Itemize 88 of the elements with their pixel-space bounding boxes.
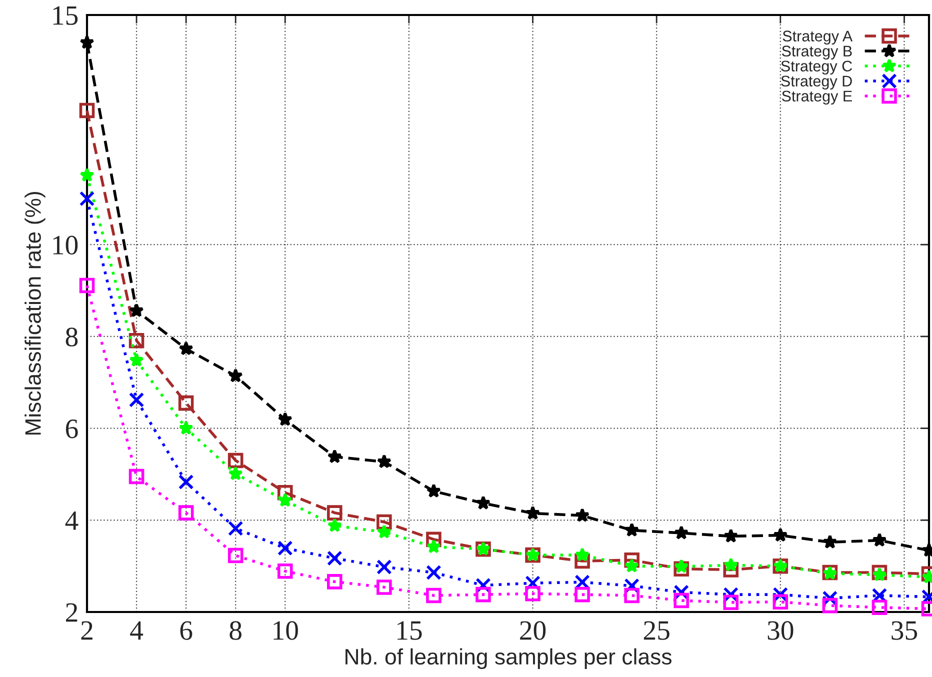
point [129, 352, 144, 367]
point [128, 392, 144, 408]
point [228, 466, 243, 480]
y-tick-label: 15 [53, 6, 78, 25]
point [327, 518, 342, 532]
point [79, 191, 95, 206]
point [129, 303, 144, 318]
x-tick-label: 35 [892, 621, 918, 640]
point [574, 553, 590, 569]
point [525, 506, 540, 520]
x-tick-label: 4 [130, 621, 144, 640]
point [228, 452, 244, 468]
point [228, 520, 244, 536]
legend-label: Strategy E [782, 90, 852, 105]
point [79, 102, 95, 118]
point [376, 454, 392, 468]
point [624, 588, 640, 604]
y-tick-label: 2 [66, 603, 78, 622]
point [426, 532, 442, 548]
point [277, 484, 293, 500]
point [376, 559, 392, 575]
point [178, 341, 194, 356]
point [228, 368, 243, 382]
point [426, 484, 442, 498]
point [278, 492, 292, 507]
point [327, 574, 342, 590]
point [674, 592, 689, 608]
legend-label: Strategy B [782, 46, 852, 60]
x-tick-label: 6 [180, 621, 192, 640]
point [574, 586, 590, 602]
y-axis-title: Misclassification rate (%) [24, 192, 46, 435]
point [872, 532, 887, 547]
point [773, 528, 788, 542]
point [624, 522, 640, 537]
point [624, 558, 640, 573]
point [178, 420, 194, 435]
point [476, 496, 491, 510]
x-tick-label: 20 [520, 621, 546, 640]
point [327, 449, 342, 464]
legend-label: Strategy A [782, 30, 853, 45]
point [822, 534, 838, 549]
point [525, 586, 540, 602]
y-tick-label: 10 [53, 236, 78, 255]
x-tick-label: 8 [230, 621, 242, 640]
x-tick-label: 25 [644, 621, 670, 640]
y-tick-label: 6 [66, 420, 78, 438]
x-tick-label: 2 [81, 621, 92, 640]
point [674, 525, 689, 540]
point [674, 561, 689, 576]
point [822, 598, 838, 614]
point [724, 528, 738, 543]
point [724, 558, 738, 572]
point [327, 505, 342, 520]
point [277, 563, 293, 579]
point [574, 508, 590, 522]
point [426, 539, 442, 554]
legend-label: Strategy D [781, 76, 852, 90]
point [426, 588, 442, 604]
point [376, 514, 392, 530]
point [872, 600, 888, 616]
x-tick-label: 10 [274, 621, 298, 640]
point [376, 580, 392, 595]
point [79, 278, 95, 294]
point [723, 562, 739, 578]
point [80, 34, 94, 49]
y-tick-label: 4 [65, 512, 78, 530]
point [228, 548, 244, 564]
point [278, 412, 292, 426]
point [128, 468, 144, 484]
point [426, 564, 442, 580]
point [624, 552, 640, 568]
point [327, 550, 342, 566]
point [178, 474, 194, 490]
point [376, 524, 392, 539]
point [476, 586, 491, 602]
point [772, 594, 788, 610]
point [178, 505, 194, 520]
point [674, 558, 689, 573]
x-tick-label: 30 [768, 621, 794, 640]
x-axis-title: Nb. of learning samples per class [346, 648, 672, 670]
point [277, 540, 293, 556]
x-tick-label: 15 [397, 621, 422, 640]
legend-label: Strategy C [781, 60, 852, 75]
point [723, 594, 739, 610]
point [574, 547, 590, 562]
point [80, 168, 94, 182]
y-tick-label: 8 [66, 328, 78, 346]
point [178, 395, 194, 411]
